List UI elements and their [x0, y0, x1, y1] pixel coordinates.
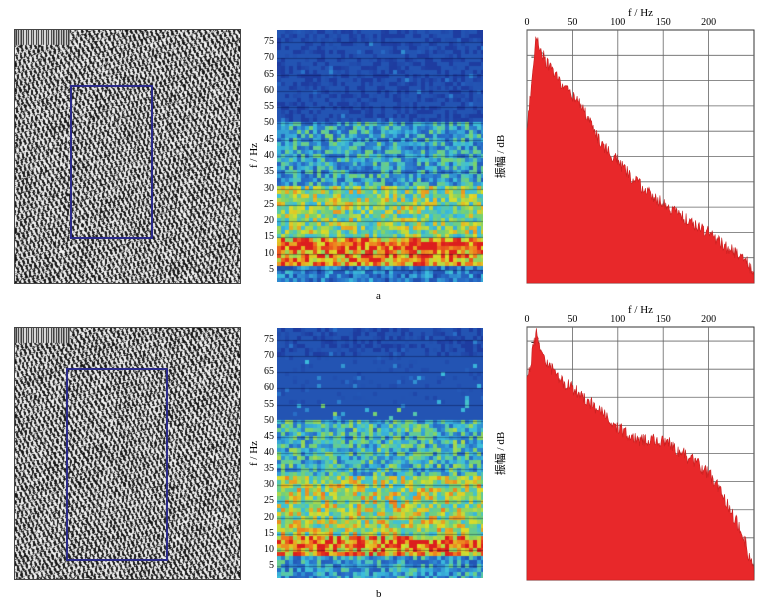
spectrogram-ytick: 45 — [264, 430, 274, 442]
x-axis-label: f / Hz — [628, 304, 653, 316]
spectrogram-a — [277, 30, 483, 282]
spectrogram-ytick: 20 — [264, 511, 274, 523]
seismic-section-a — [14, 29, 241, 284]
spectrogram-ytick: 40 — [264, 150, 274, 161]
spectrogram-ytick: 75 — [264, 36, 274, 47]
y-axis-label: 振幅 / dB — [493, 135, 507, 178]
spectrogram-ytick: 55 — [264, 101, 274, 113]
seismic-section-b — [14, 327, 241, 580]
panel-label-a: a — [376, 290, 381, 302]
panel-label-b: b — [376, 588, 382, 600]
spectrogram-ytick: 30 — [264, 479, 274, 491]
spectrogram-ytick: 50 — [264, 414, 274, 426]
x-tick-label: 150 — [656, 17, 671, 28]
spectrogram-ytick: 40 — [264, 447, 274, 458]
x-tick-label: 150 — [656, 314, 671, 325]
spectrogram-b — [277, 328, 483, 578]
x-tick-label: 50 — [567, 17, 577, 28]
selection-box-b — [66, 368, 168, 561]
spectrogram-ytick: 60 — [264, 382, 274, 394]
x-tick-label: 0 — [525, 314, 530, 325]
spectrogram-ytick: 10 — [264, 247, 274, 259]
spectrogram-ytick: 10 — [264, 543, 274, 555]
spectrogram-ytick: 35 — [264, 166, 274, 178]
x-axis-label: f / Hz — [628, 7, 653, 19]
spectrum-area-a — [526, 36, 755, 284]
y-axis-label: 振幅 / dB — [493, 432, 507, 475]
amplitude-spectrum-b: 050100150200-5-15-25-35-45-55-65-75-85f … — [493, 304, 755, 581]
selection-box-a — [70, 85, 153, 239]
x-tick-label: 0 — [525, 17, 530, 28]
spectrogram-ytick: 55 — [264, 398, 274, 410]
spectrogram-ytick: 25 — [264, 495, 274, 507]
spectrogram-ytick: 60 — [264, 84, 274, 96]
spectrogram-ytick: 75 — [264, 334, 274, 345]
x-tick-label: 100 — [610, 17, 625, 28]
spectrogram-ytick: 65 — [264, 68, 274, 80]
x-tick-label: 200 — [701, 314, 716, 325]
spectrogram-yticks-a: 75 70 65 60 55 50 45 40 35 30 25 20 15 10 5 — [258, 30, 278, 282]
x-tick-label: 200 — [701, 17, 716, 28]
spectrogram-yticks-b: 75 70 65 60 55 50 45 40 35 30 25 20 15 10 5 — [258, 328, 278, 578]
spectrogram-ytick: 70 — [264, 52, 274, 64]
spectrogram-ytick: 15 — [264, 231, 274, 243]
spectrogram-ytick: 15 — [264, 527, 274, 539]
spectrum-area-b — [526, 328, 755, 581]
spectrogram-ytick: 70 — [264, 350, 274, 362]
spectrogram-ytick: 25 — [264, 198, 274, 210]
spectrogram-ytick: 35 — [264, 463, 274, 475]
spectrogram-ytick: 5 — [269, 264, 274, 275]
spectrogram-ytick: 65 — [264, 366, 274, 378]
spectrogram-ytick: 45 — [264, 133, 274, 145]
spectrogram-ytick: 50 — [264, 117, 274, 129]
spectrogram-ytick: 20 — [264, 215, 274, 227]
x-tick-label: 50 — [567, 314, 577, 325]
x-tick-label: 100 — [610, 314, 625, 325]
spectrogram-ytick: 30 — [264, 182, 274, 194]
spectrogram-ytick: 5 — [269, 560, 274, 571]
amplitude-spectrum-a: 050100150200-10-20-30-40-50-60-70-80-90f… — [493, 7, 755, 284]
